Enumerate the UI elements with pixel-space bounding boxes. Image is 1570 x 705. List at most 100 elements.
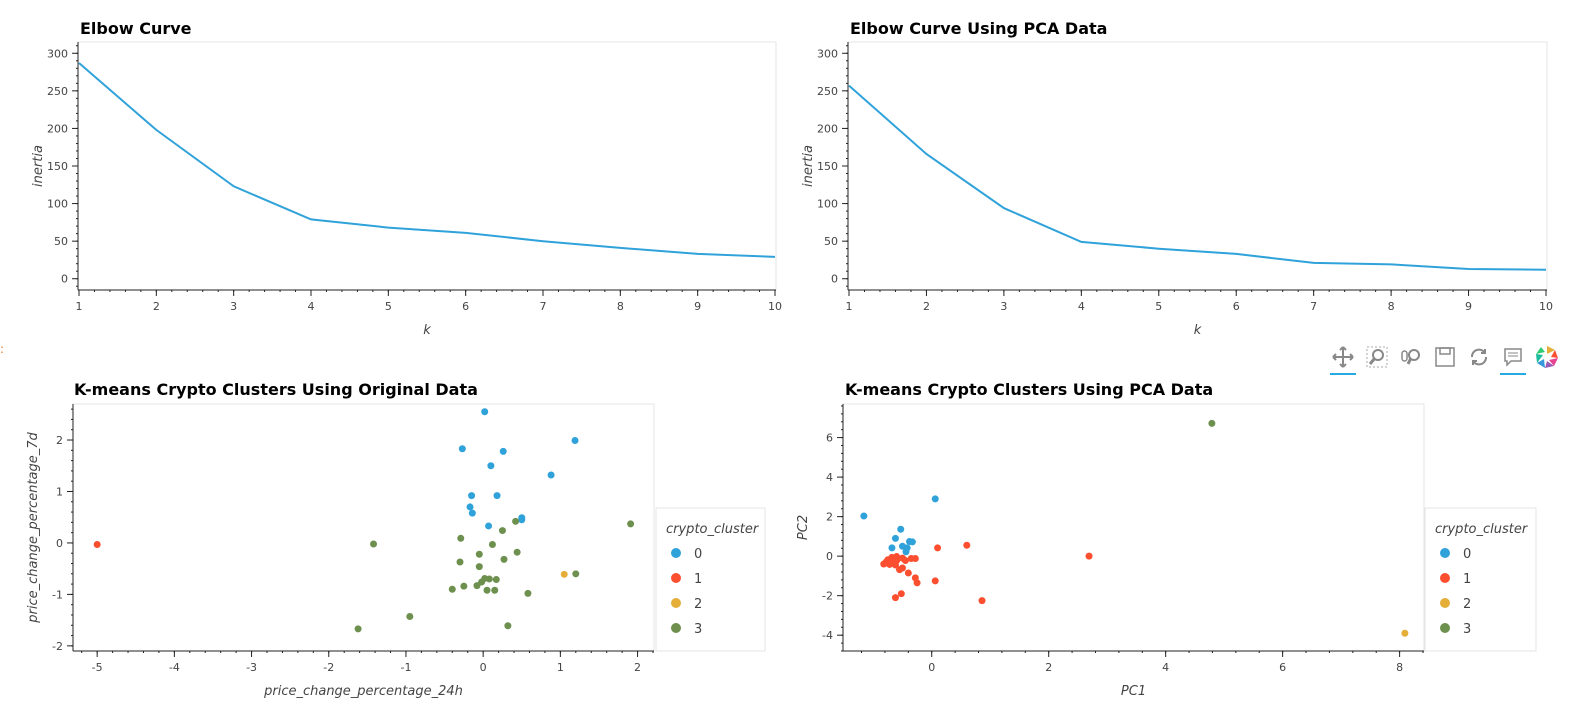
data-point-cluster-3[interactable]	[475, 563, 483, 571]
data-point-cluster-1[interactable]	[897, 590, 905, 598]
data-point-cluster-1[interactable]	[1085, 552, 1093, 560]
x-tick-label: 1	[76, 300, 83, 313]
hover-icon[interactable]	[1498, 342, 1528, 375]
data-point-cluster-3[interactable]	[627, 520, 635, 528]
save-icon[interactable]	[1430, 342, 1460, 372]
data-point-cluster-1[interactable]	[963, 541, 971, 549]
legend-label[interactable]: 1	[1463, 572, 1471, 587]
reset-icon[interactable]	[1464, 342, 1494, 372]
legend-swatch	[671, 573, 681, 583]
data-point-cluster-3[interactable]	[456, 558, 464, 566]
data-point-cluster-3[interactable]	[483, 586, 491, 594]
data-point-cluster-3[interactable]	[406, 613, 414, 621]
legend-label[interactable]: 3	[694, 622, 702, 637]
data-point-cluster-1[interactable]	[891, 594, 899, 602]
data-point-cluster-0[interactable]	[485, 522, 493, 530]
data-point-cluster-1[interactable]	[901, 556, 909, 564]
x-tick-label: 6	[1279, 661, 1286, 674]
legend-label[interactable]: 2	[694, 597, 702, 612]
wheel-zoom-icon[interactable]	[1396, 342, 1426, 372]
data-point-cluster-0[interactable]	[499, 447, 507, 455]
scatter-points	[860, 419, 1409, 637]
data-point-cluster-0[interactable]	[481, 408, 489, 416]
legend-label[interactable]: 1	[694, 572, 702, 587]
data-point-cluster-0[interactable]	[547, 471, 555, 479]
legend-label[interactable]: 0	[1463, 547, 1471, 562]
data-point-cluster-3[interactable]	[524, 589, 532, 597]
x-tick-label: 1	[846, 300, 853, 313]
data-point-cluster-0[interactable]	[897, 525, 905, 533]
data-point-cluster-0[interactable]	[468, 492, 476, 500]
y-tick-label: 0	[56, 537, 63, 550]
data-point-cluster-1[interactable]	[896, 566, 904, 574]
data-point-cluster-0[interactable]	[908, 538, 916, 546]
x-tick-label: -2	[323, 661, 334, 674]
x-tick-label: 8	[617, 300, 624, 313]
x-tick-label: 9	[694, 300, 701, 313]
scatter-points	[93, 408, 635, 633]
data-point-cluster-1[interactable]	[891, 561, 899, 569]
data-point-cluster-3[interactable]	[457, 534, 465, 542]
data-point-cluster-0[interactable]	[891, 534, 899, 542]
legend-label[interactable]: 3	[1463, 622, 1471, 637]
data-point-cluster-3[interactable]	[448, 585, 456, 593]
data-point-cluster-0[interactable]	[493, 492, 501, 500]
data-point-cluster-0[interactable]	[458, 445, 466, 453]
data-point-cluster-3[interactable]	[473, 582, 481, 590]
data-point-cluster-0[interactable]	[487, 462, 495, 470]
data-point-cluster-0[interactable]	[518, 516, 526, 524]
data-point-cluster-0[interactable]	[571, 437, 579, 445]
bokeh-logo-icon[interactable]	[1532, 342, 1562, 372]
x-tick-label: 2	[1045, 661, 1052, 674]
data-point-cluster-3[interactable]	[370, 540, 378, 548]
data-point-cluster-3[interactable]	[498, 527, 506, 535]
data-point-cluster-0[interactable]	[466, 503, 474, 511]
data-point-cluster-1[interactable]	[93, 540, 101, 548]
y-tick-label: 200	[47, 122, 68, 135]
data-point-cluster-3[interactable]	[491, 586, 499, 594]
data-point-cluster-1[interactable]	[913, 579, 921, 587]
data-point-cluster-1[interactable]	[931, 577, 939, 585]
chart-3: K-means Crypto Clusters Using Original D…	[26, 380, 766, 699]
data-point-cluster-0[interactable]	[468, 509, 476, 517]
legend: crypto_cluster 0 1 2 3	[655, 507, 766, 652]
data-point-cluster-3[interactable]	[475, 550, 483, 558]
data-point-cluster-3[interactable]	[512, 517, 520, 525]
data-point-cluster-0[interactable]	[902, 548, 910, 556]
y-tick-label: 2	[56, 434, 63, 447]
data-point-cluster-3[interactable]	[513, 548, 521, 556]
data-point-cluster-3[interactable]	[492, 575, 500, 583]
data-point-cluster-1[interactable]	[880, 560, 888, 568]
data-point-cluster-3[interactable]	[504, 622, 512, 630]
series-line	[848, 84, 1547, 271]
chart-title: Elbow Curve	[80, 19, 192, 38]
data-point-cluster-3[interactable]	[460, 582, 468, 590]
data-point-cluster-3[interactable]	[354, 625, 362, 633]
data-point-cluster-3[interactable]	[500, 555, 508, 563]
data-point-cluster-0[interactable]	[860, 512, 868, 520]
pan-tool-icon[interactable]	[1328, 342, 1358, 375]
chart-title: K-means Crypto Clusters Using Original D…	[74, 380, 478, 399]
data-point-cluster-2[interactable]	[560, 570, 568, 578]
data-point-cluster-1[interactable]	[886, 560, 894, 568]
x-tick-label: 1	[557, 661, 564, 674]
data-point-cluster-2[interactable]	[1401, 629, 1409, 637]
y-axis-label: price_change_percentage_7d	[26, 431, 41, 623]
data-point-cluster-3[interactable]	[488, 540, 496, 548]
data-point-cluster-0[interactable]	[931, 495, 939, 503]
data-point-cluster-1[interactable]	[934, 544, 942, 552]
data-point-cluster-1[interactable]	[911, 555, 919, 563]
box-zoom-icon[interactable]	[1362, 342, 1392, 372]
data-point-cluster-3[interactable]	[1208, 419, 1216, 427]
legend-label[interactable]: 2	[1463, 597, 1471, 612]
data-point-cluster-1[interactable]	[978, 597, 986, 605]
data-point-cluster-3[interactable]	[572, 570, 580, 578]
series-line	[78, 62, 776, 258]
y-tick-label: 0	[826, 550, 833, 563]
data-point-cluster-1[interactable]	[904, 569, 912, 577]
y-tick-label: 100	[47, 198, 68, 211]
legend-label[interactable]: 0	[694, 547, 702, 562]
data-point-cluster-0[interactable]	[888, 544, 896, 552]
data-point-cluster-3[interactable]	[485, 575, 493, 583]
